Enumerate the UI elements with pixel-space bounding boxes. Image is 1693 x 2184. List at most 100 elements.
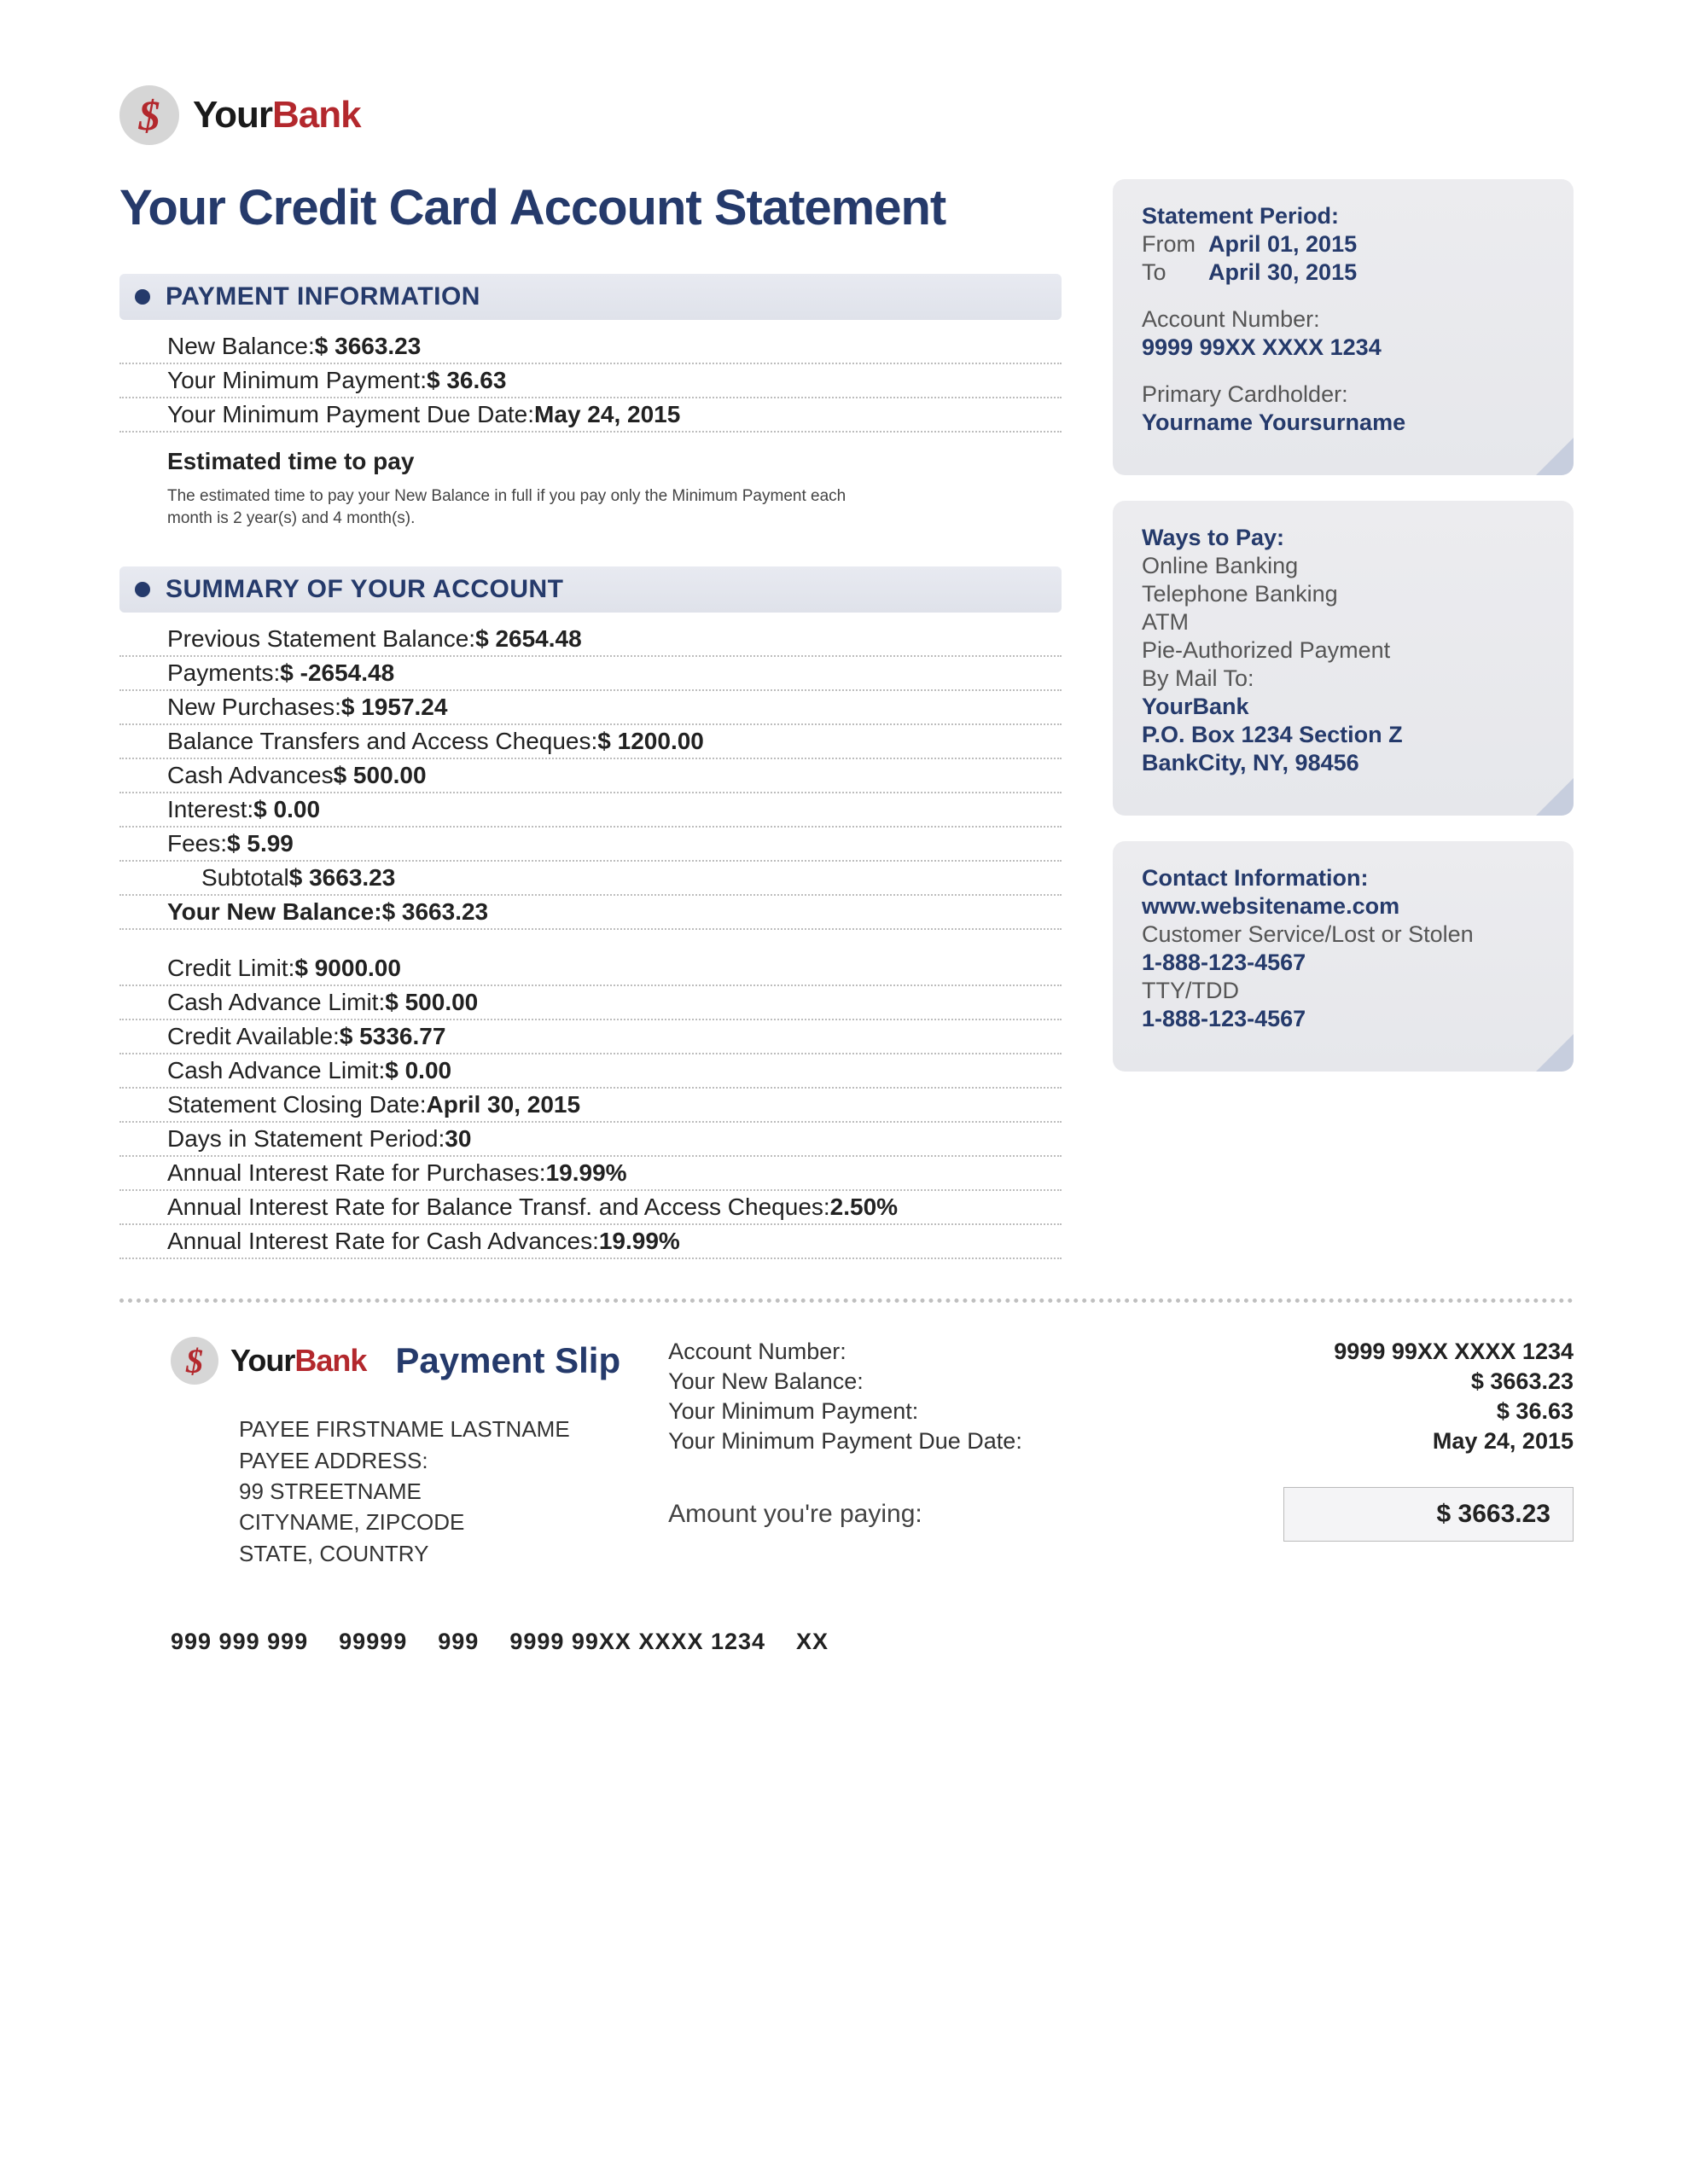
row-label: Your New Balance: — [167, 898, 382, 926]
slip-row-label: Your Minimum Payment Due Date: — [668, 1428, 1318, 1455]
mail-line: P.O. Box 1234 Section Z — [1142, 722, 1545, 748]
row-label: Previous Statement Balance: — [167, 625, 475, 653]
row-label: Cash Advance Limit: — [167, 989, 385, 1016]
contact-phone-2: 1-888-123-4567 — [1142, 1006, 1545, 1032]
logo-circle-icon: $ — [119, 85, 179, 145]
pay-method: Online Banking — [1142, 553, 1545, 579]
row-value: $ 500.00 — [334, 762, 432, 789]
slip-row: Your Minimum Payment Due Date:May 24, 20… — [668, 1426, 1574, 1456]
slip-row-label: Your New Balance: — [668, 1368, 1318, 1395]
slip-row-value: May 24, 2015 — [1318, 1428, 1574, 1455]
table-row: Annual Interest Rate for Cash Advances:1… — [119, 1225, 1062, 1259]
row-label: Statement Closing Date: — [167, 1091, 427, 1118]
dollar-icon: $ — [139, 90, 160, 140]
slip-row: Account Number:9999 99XX XXXX 1234 — [668, 1337, 1574, 1367]
logo-circle-icon: $ — [171, 1337, 218, 1385]
table-row: Credit Limit:$ 9000.00 — [119, 952, 1062, 986]
row-label: Cash Advances — [167, 762, 334, 789]
summary-group-1: Previous Statement Balance:$ 2654.48Paym… — [119, 623, 1062, 930]
payee-line: PAYEE FIRSTNAME LASTNAME — [239, 1414, 620, 1444]
row-value: $ 5.99 — [227, 830, 299, 857]
payee-line: CITYNAME, ZIPCODE — [239, 1507, 620, 1537]
table-row: Interest:$ 0.00 — [119, 793, 1062, 828]
row-value: 19.99% — [599, 1228, 685, 1255]
slip-row: Your New Balance:$ 3663.23 — [668, 1367, 1574, 1397]
row-value: $ 500.00 — [385, 989, 483, 1016]
row-label: New Purchases: — [167, 694, 341, 721]
contact-box: Contact Information: www.websitename.com… — [1113, 841, 1574, 1072]
micr-segment: 9999 99XX XXXX 1234 — [509, 1629, 765, 1654]
to-date: April 30, 2015 — [1208, 259, 1357, 286]
payee-address: PAYEE FIRSTNAME LASTNAMEPAYEE ADDRESS:99… — [239, 1414, 620, 1569]
brand-name: YourBank — [193, 94, 361, 136]
table-row: Subtotal$ 3663.23 — [119, 862, 1062, 896]
bullet-icon — [135, 582, 150, 597]
mail-line: BankCity, NY, 98456 — [1142, 750, 1545, 776]
bullet-icon — [135, 289, 150, 305]
page-title: Your Credit Card Account Statement — [119, 179, 1062, 236]
corner-fold-icon — [1536, 1034, 1574, 1072]
row-value: $ 0.00 — [253, 796, 325, 823]
row-value: 30 — [445, 1125, 476, 1153]
row-label: Cash Advance Limit: — [167, 1057, 385, 1084]
row-value: May 24, 2015 — [534, 401, 685, 428]
brand-name: YourBank — [230, 1343, 366, 1379]
summary-heading: SUMMARY OF YOUR ACCOUNT — [166, 575, 564, 604]
contact-tty-label: TTY/TDD — [1142, 978, 1545, 1004]
row-value: $ 2654.48 — [475, 625, 587, 653]
micr-line: 999 999 999999999999999 99XX XXXX 1234XX — [171, 1629, 1574, 1655]
brand-bank: Bank — [294, 1343, 366, 1378]
cardholder-name: Yourname Yoursurname — [1142, 410, 1545, 436]
table-row: Annual Interest Rate for Purchases:19.99… — [119, 1157, 1062, 1191]
row-value: $ 3663.23 — [289, 864, 401, 892]
row-value: 19.99% — [546, 1159, 632, 1187]
estimated-time-note: The estimated time to pay your New Balan… — [167, 485, 867, 529]
summary-header: SUMMARY OF YOUR ACCOUNT — [119, 566, 1062, 613]
mail-line: YourBank — [1142, 694, 1545, 720]
corner-fold-icon — [1536, 438, 1574, 475]
slip-row: Your Minimum Payment:$ 36.63 — [668, 1397, 1574, 1426]
row-value: $ 5336.77 — [340, 1023, 451, 1050]
amount-paying-row: Amount you're paying: $ 3663.23 — [668, 1487, 1574, 1542]
table-row: New Purchases:$ 1957.24 — [119, 691, 1062, 725]
row-label: Annual Interest Rate for Cash Advances: — [167, 1228, 599, 1255]
table-row: Your Minimum Payment Due Date:May 24, 20… — [119, 398, 1062, 433]
statement-period-heading: Statement Period: — [1142, 203, 1545, 229]
row-value: $ 3663.23 — [382, 898, 494, 926]
row-label: Annual Interest Rate for Purchases: — [167, 1159, 546, 1187]
table-row: Statement Closing Date:April 30, 2015 — [119, 1089, 1062, 1123]
dollar-icon: $ — [186, 1341, 203, 1381]
statement-period-box: Statement Period: FromApril 01, 2015 ToA… — [1113, 179, 1574, 475]
brand-your: Your — [230, 1343, 294, 1378]
row-value: $ 3663.23 — [315, 333, 427, 360]
pay-method: ATM — [1142, 609, 1545, 636]
table-row: Your New Balance:$ 3663.23 — [119, 896, 1062, 930]
micr-segment: 999 — [438, 1629, 479, 1654]
pay-method: Pie-Authorized Payment — [1142, 637, 1545, 664]
payment-info-rows: New Balance:$ 3663.23Your Minimum Paymen… — [119, 330, 1062, 433]
micr-segment: 999 999 999 — [171, 1629, 308, 1654]
payment-slip: $ YourBank Payment Slip PAYEE FIRSTNAME … — [119, 1337, 1574, 1655]
brand-logo: $ YourBank — [119, 85, 1574, 145]
from-date: April 01, 2015 — [1208, 231, 1357, 258]
table-row: Previous Statement Balance:$ 2654.48 — [119, 623, 1062, 657]
slip-row-label: Account Number: — [668, 1339, 1318, 1365]
mail-to-label: By Mail To: — [1142, 665, 1545, 692]
contact-website: www.websitename.com — [1142, 893, 1545, 920]
row-value: 2.50% — [830, 1194, 903, 1221]
slip-row-value: 9999 99XX XXXX 1234 — [1318, 1339, 1574, 1365]
brand-your: Your — [193, 94, 272, 136]
table-row: Cash Advances$ 500.00 — [119, 759, 1062, 793]
payee-line: 99 STREETNAME — [239, 1476, 620, 1507]
estimated-time-title: Estimated time to pay — [167, 448, 1062, 475]
slip-brand-logo: $ YourBank — [171, 1337, 366, 1385]
to-label: To — [1142, 259, 1201, 286]
payment-info-header: PAYMENT INFORMATION — [119, 274, 1062, 320]
payment-info-heading: PAYMENT INFORMATION — [166, 282, 480, 311]
table-row: Credit Available:$ 5336.77 — [119, 1020, 1062, 1054]
table-row: Cash Advance Limit:$ 500.00 — [119, 986, 1062, 1020]
row-value: $ 1957.24 — [341, 694, 453, 721]
amount-paying-label: Amount you're paying: — [668, 1500, 1263, 1529]
micr-segment: 99999 — [339, 1629, 407, 1654]
row-label: Your Minimum Payment Due Date: — [167, 401, 534, 428]
